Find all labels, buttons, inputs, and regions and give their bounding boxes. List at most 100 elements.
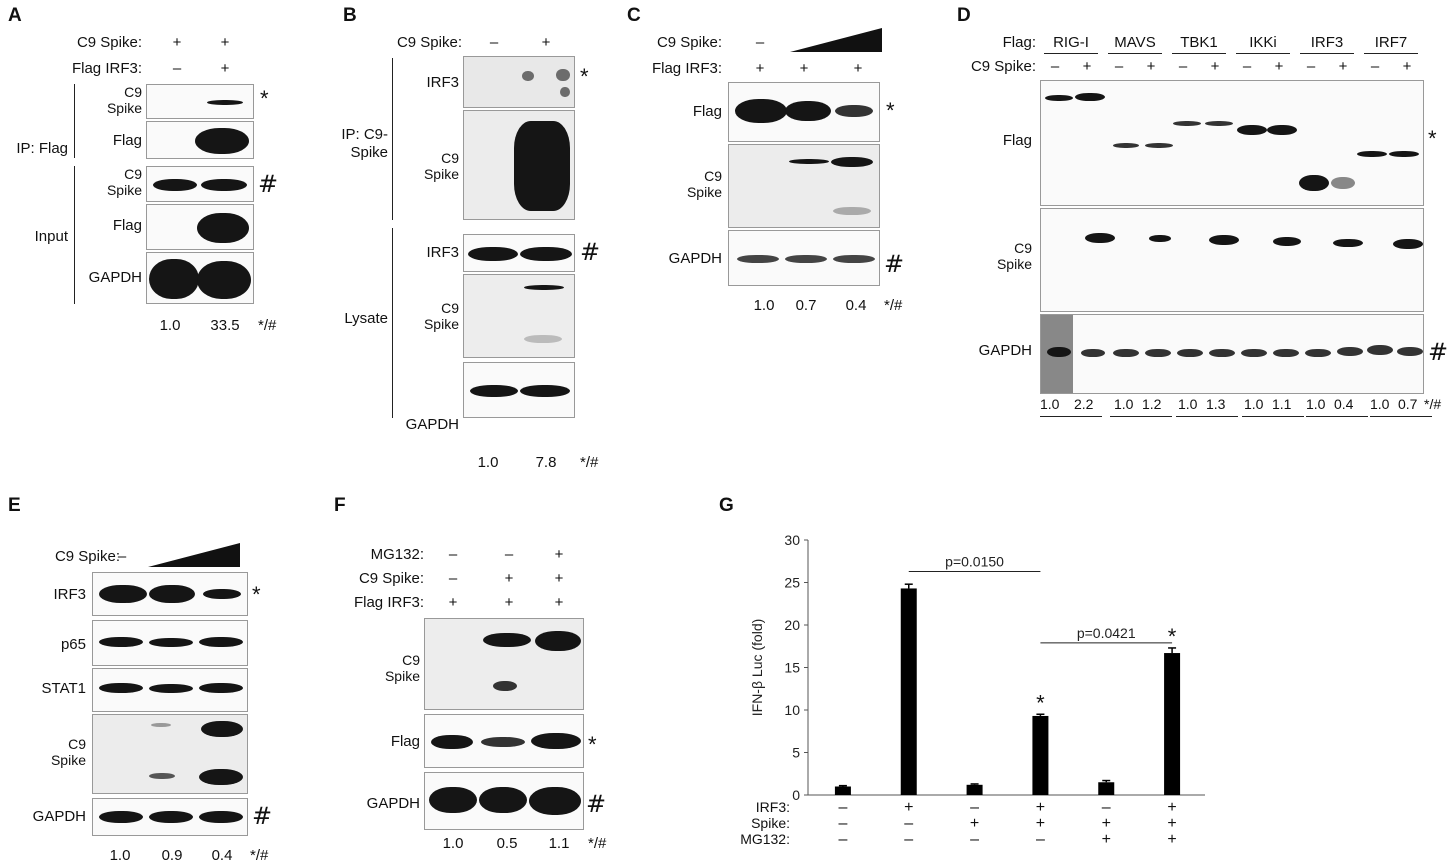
d-blot2-label: C9 Spike: [996, 240, 1032, 272]
y-tick-label: 5: [792, 745, 800, 761]
band: [831, 157, 873, 167]
f-row1-label: MG132:: [370, 546, 424, 563]
band: [195, 128, 249, 154]
a-row2-label: Flag IRF3:: [71, 60, 142, 77]
e-gradient-triangle: [148, 543, 240, 567]
band: [1389, 151, 1419, 157]
f-blot2-label: Flag: [390, 733, 420, 750]
band: [1113, 143, 1139, 148]
a-blot3-label: C9 Spike: [106, 166, 142, 198]
f-hash: #: [586, 790, 607, 818]
d-group-2: TBK1: [1180, 34, 1218, 51]
f-row2-v1: –: [448, 570, 458, 587]
d-q-underline: [1176, 416, 1238, 417]
band: [529, 787, 581, 815]
c-row2-v1: +: [755, 60, 765, 77]
d-ratio: */#: [1424, 396, 1442, 412]
band: [153, 179, 197, 191]
d-spike-minus: –: [1114, 58, 1124, 75]
d-hash: #: [1428, 338, 1449, 366]
band: [99, 637, 143, 647]
d-spike-plus: +: [1210, 58, 1220, 75]
condition-value: +: [1167, 815, 1176, 832]
band: [835, 105, 873, 117]
f-row3-label: Flag IRF3:: [353, 594, 424, 611]
condition-value: –: [970, 831, 979, 848]
band: [199, 769, 243, 785]
b-ip-bracket: [392, 58, 393, 220]
d-q-2-1: 1.3: [1206, 396, 1226, 412]
band: [1209, 349, 1235, 357]
band: [833, 207, 871, 215]
band: [735, 99, 787, 123]
c-ratio: */#: [884, 297, 903, 314]
condition-label: Spike:: [751, 815, 790, 831]
band: [1177, 349, 1203, 357]
f-row1-v3: +: [554, 546, 564, 563]
e-blot3-label: STAT1: [41, 680, 86, 697]
d-group-underline: [1364, 53, 1418, 54]
band: [1085, 233, 1115, 243]
panel-f-letter: F: [334, 495, 346, 516]
f-row3-v1: +: [448, 594, 458, 611]
f-q2: 0.5: [496, 835, 518, 852]
condition-value: +: [1036, 799, 1045, 816]
f-row2-v3: +: [554, 570, 564, 587]
condition-value: –: [1036, 831, 1045, 848]
a-row1-label: C9 Spike:: [76, 34, 142, 51]
a-blot1: [146, 84, 254, 119]
d-group-1: MAVS: [1114, 34, 1156, 51]
band: [524, 335, 562, 343]
y-tick-label: 10: [784, 702, 800, 718]
band: [99, 811, 143, 823]
bar: [1032, 715, 1049, 795]
d-blot3: [1040, 314, 1424, 394]
band: [468, 247, 518, 261]
y-tick-label: 15: [784, 660, 800, 676]
d-group-3: IKKi: [1249, 34, 1277, 51]
d-q-5-0: 1.0: [1370, 396, 1390, 412]
band: [1397, 347, 1423, 356]
d-q-3-0: 1.0: [1244, 396, 1264, 412]
a-row2-v1: –: [172, 60, 182, 77]
a-input-bracket: [74, 166, 75, 304]
d-blot1-label: Flag: [1002, 132, 1032, 149]
f-ratio: */#: [588, 835, 607, 852]
band: [1305, 349, 1331, 357]
e-blot5-label: GAPDH: [32, 808, 86, 825]
b-blot1: [463, 56, 575, 108]
comparison-label: p=0.0421: [1077, 625, 1136, 641]
condition-value: –: [838, 799, 847, 816]
a-q1: 1.0: [159, 317, 181, 334]
band: [151, 723, 171, 727]
e-blot2-label: p65: [60, 636, 86, 653]
band: [479, 787, 527, 813]
c-hash: #: [884, 250, 905, 278]
c-blot3-label: GAPDH: [668, 250, 722, 267]
c-row1-label: C9 Spike:: [656, 34, 722, 51]
band: [429, 787, 477, 813]
band: [493, 681, 517, 691]
b-ratio: */#: [580, 454, 599, 471]
condition-value: –: [838, 831, 847, 848]
d-q-5-1: 0.7: [1398, 396, 1418, 412]
a-ip-label: IP: Flag: [16, 140, 68, 157]
c-blot2: [728, 144, 880, 228]
a-blot1-label: C9 Spike: [106, 84, 142, 116]
d-flag-label: Flag:: [1002, 34, 1036, 51]
a-blot4-label: Flag: [112, 217, 142, 234]
condition-value: –: [1102, 799, 1111, 816]
significance-star: *: [1036, 690, 1045, 715]
band: [1337, 347, 1363, 356]
b-blot3-label: IRF3: [426, 244, 459, 261]
bar: [1098, 782, 1115, 795]
d-spike-plus: +: [1146, 58, 1156, 75]
band: [789, 159, 829, 164]
band: [149, 638, 193, 647]
bar: [966, 784, 983, 795]
e-hash: #: [252, 802, 273, 830]
f-blot2: [424, 714, 584, 768]
b-blot1-label: IRF3: [426, 74, 459, 91]
band: [149, 773, 175, 779]
a-row1-v2: +: [220, 34, 230, 51]
